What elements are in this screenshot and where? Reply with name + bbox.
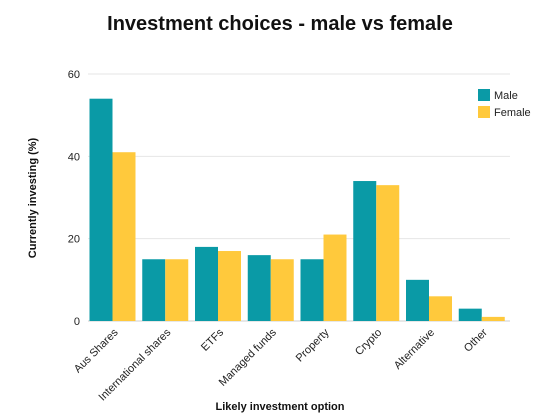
x-tick-label: Other <box>462 326 490 354</box>
legend-swatch-female <box>478 106 490 118</box>
bar-male-crypto <box>353 181 377 321</box>
bar-male-international-shares <box>142 259 166 321</box>
bars <box>89 98 505 321</box>
legend: Male Female <box>478 89 531 119</box>
chart-title: Investment choices - male vs female <box>107 13 453 35</box>
legend-label-male: Male <box>494 90 518 102</box>
bar-male-managed-funds <box>247 255 271 321</box>
bar-male-other <box>458 308 482 321</box>
x-tick-label: Managed funds <box>217 326 279 388</box>
x-axis-label: Likely investment option <box>216 401 345 413</box>
x-tick-label: Aus Shares <box>72 326 121 375</box>
x-tick-label: Property <box>294 326 332 364</box>
x-tick-label: ETFs <box>199 326 226 353</box>
legend-label-female: Female <box>494 107 531 119</box>
y-tick-label: 0 <box>74 316 80 328</box>
y-axis-ticks: 0 20 40 60 <box>68 69 80 328</box>
bar-female-etfs <box>218 251 241 321</box>
y-tick-label: 40 <box>68 151 80 163</box>
bar-female-managed-funds <box>270 259 294 321</box>
bar-male-etfs <box>195 246 218 321</box>
bar-female-property <box>323 234 347 321</box>
x-tick-label: Alternative <box>392 327 437 372</box>
y-axis-label: Currently investing (%) <box>27 137 39 258</box>
legend-swatch-male <box>478 89 490 101</box>
y-tick-label: 60 <box>68 69 80 81</box>
bar-male-property <box>300 259 324 321</box>
bar-female-aus-shares <box>112 152 136 321</box>
bar-male-alternative <box>406 279 429 321</box>
bar-female-crypto <box>376 185 400 321</box>
bar-female-international-shares <box>165 259 189 321</box>
y-tick-label: 20 <box>68 234 80 246</box>
bar-female-alternative <box>429 296 452 321</box>
bar-female-other <box>481 316 505 321</box>
x-tick-label: Crypto <box>353 327 384 358</box>
bar-male-aus-shares <box>89 98 113 321</box>
